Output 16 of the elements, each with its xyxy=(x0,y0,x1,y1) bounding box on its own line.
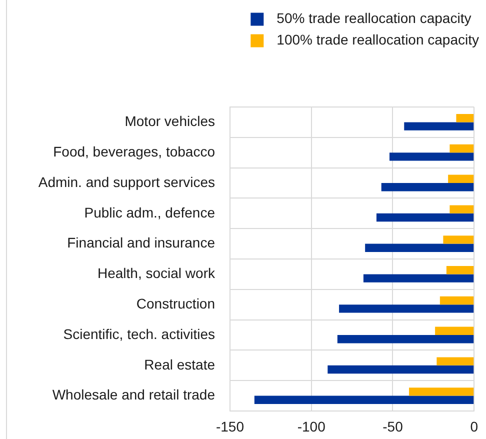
y-tick-label: Health, social work xyxy=(98,265,216,282)
legend-label: 100% trade reallocation capacity xyxy=(276,32,479,48)
y-tick-label: Public adm., defence xyxy=(84,204,216,220)
y-tick-label: Scientific, tech. activities xyxy=(63,326,215,342)
y-tick-label: Food, beverages, tobacco xyxy=(53,143,216,160)
x-tick-label: -100 xyxy=(297,418,326,434)
y-tick-label: Motor vehicles xyxy=(124,113,215,130)
y-tick-label: Wholesale and retail trade xyxy=(52,386,216,403)
x-tick-label: -150 xyxy=(216,418,244,434)
y-tick-label: Admin. and support services xyxy=(38,174,215,190)
y-tick-label: Real estate xyxy=(144,356,216,372)
y-tick-label: Construction xyxy=(136,295,215,312)
x-tick-label: -50 xyxy=(382,418,404,434)
x-tick-label: 0 xyxy=(470,418,478,434)
y-tick-label: Financial and insurance xyxy=(67,234,216,251)
legend-label: 50% trade reallocation capacity xyxy=(276,10,472,26)
